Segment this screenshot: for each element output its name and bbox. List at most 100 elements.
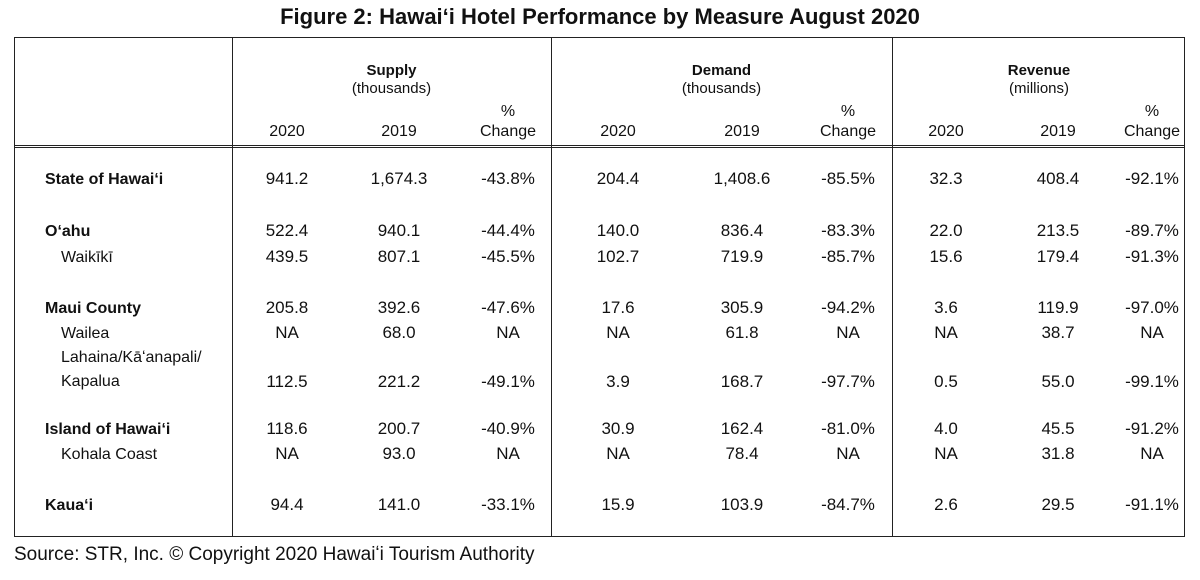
table-cell: 17.6 bbox=[601, 298, 635, 317]
group-unit: (thousands) bbox=[351, 80, 432, 97]
table-cell: 408.4 bbox=[1036, 169, 1080, 188]
table-cell: NA bbox=[606, 444, 630, 463]
col-header-2020: 2020 bbox=[600, 123, 636, 140]
table-cell: 68.0 bbox=[382, 323, 416, 342]
table-cell: 31.8 bbox=[1041, 444, 1075, 463]
col-header-2020: 2020 bbox=[269, 123, 305, 140]
row-label: Oʻahu bbox=[45, 223, 91, 240]
table-cell: -85.5% bbox=[821, 169, 875, 188]
table-cell: 221.2 bbox=[377, 372, 421, 391]
table-cell: -47.6% bbox=[481, 298, 535, 317]
table-cell: 162.4 bbox=[720, 419, 764, 438]
table-cell: -97.0% bbox=[1125, 298, 1179, 317]
table-cell: -92.1% bbox=[1125, 169, 1179, 188]
group-header-demand: Demand (thousands) bbox=[551, 62, 892, 98]
table-cell: 0.5 bbox=[934, 372, 958, 391]
table-cell: -44.4% bbox=[481, 221, 535, 240]
col-header-2019: 2019 bbox=[724, 123, 760, 140]
table-cell: -49.1% bbox=[481, 372, 535, 391]
col-header-pct-change: Change bbox=[479, 123, 537, 140]
divider-label-column bbox=[232, 38, 233, 536]
table-cell: 200.7 bbox=[377, 419, 421, 438]
table-cell: 29.5 bbox=[1041, 495, 1075, 514]
row-label-continued: Kapalua bbox=[61, 373, 120, 390]
row-label: Lahaina/Kāʻanapali/ bbox=[61, 349, 202, 366]
table-cell: 168.7 bbox=[720, 372, 764, 391]
table-cell: 941.2 bbox=[265, 169, 309, 188]
table-cell: NA bbox=[606, 323, 630, 342]
group-header-revenue: Revenue (millions) bbox=[892, 62, 1186, 98]
table-cell: 719.9 bbox=[720, 247, 764, 266]
table-cell: 103.9 bbox=[720, 495, 764, 514]
table-cell: -91.1% bbox=[1125, 495, 1179, 514]
row-label: Kauaʻi bbox=[45, 497, 94, 514]
table-cell: -99.1% bbox=[1125, 372, 1179, 391]
table-cell: 141.0 bbox=[377, 495, 421, 514]
table-cell: 439.5 bbox=[265, 247, 309, 266]
table-cell: 807.1 bbox=[377, 247, 421, 266]
table-cell: 102.7 bbox=[596, 247, 640, 266]
table-cell: -81.0% bbox=[821, 419, 875, 438]
group-unit: (millions) bbox=[1009, 80, 1069, 97]
row-label: Maui County bbox=[45, 300, 141, 317]
table-cell: NA bbox=[496, 444, 520, 463]
table-cell: 94.4 bbox=[270, 495, 304, 514]
group-name: Revenue bbox=[1007, 62, 1071, 79]
table-cell: 15.6 bbox=[929, 247, 963, 266]
table-cell: 522.4 bbox=[265, 221, 309, 240]
table-cell: NA bbox=[934, 323, 958, 342]
table-cell: -89.7% bbox=[1125, 221, 1179, 240]
table-cell: 3.6 bbox=[934, 298, 958, 317]
row-label: Island of Hawaiʻi bbox=[45, 421, 171, 438]
table-cell: 940.1 bbox=[377, 221, 421, 240]
table-cell: 3.9 bbox=[606, 372, 630, 391]
table-cell: NA bbox=[934, 444, 958, 463]
table-cell: 205.8 bbox=[265, 298, 309, 317]
table-cell: 61.8 bbox=[725, 323, 759, 342]
table-cell: 112.5 bbox=[266, 372, 308, 391]
table-cell: -97.7% bbox=[821, 372, 875, 391]
row-label: Waikīkī bbox=[61, 249, 113, 266]
table-cell: 30.9 bbox=[601, 419, 635, 438]
table-cell: -91.3% bbox=[1125, 247, 1179, 266]
table-cell: -40.9% bbox=[481, 419, 535, 438]
table-cell: -83.3% bbox=[821, 221, 875, 240]
table-cell: 15.9 bbox=[601, 495, 635, 514]
table-cell: 1,408.6 bbox=[713, 169, 771, 188]
table-cell: -33.1% bbox=[481, 495, 535, 514]
col-header-2020: 2020 bbox=[928, 123, 964, 140]
table-cell: 2.6 bbox=[934, 495, 958, 514]
divider-demand-revenue bbox=[892, 38, 893, 536]
table-cell: 392.6 bbox=[377, 298, 421, 317]
group-unit: (thousands) bbox=[681, 80, 762, 97]
table-cell: 32.3 bbox=[929, 169, 963, 188]
source-note: Source: STR, Inc. © Copyright 2020 Hawai… bbox=[14, 544, 535, 565]
table-cell: 93.0 bbox=[382, 444, 416, 463]
table-cell: NA bbox=[275, 444, 299, 463]
table-cell: 179.4 bbox=[1036, 247, 1080, 266]
divider-supply-demand bbox=[551, 38, 552, 536]
table-cell: -91.2% bbox=[1125, 419, 1179, 438]
table-cell: -94.2% bbox=[821, 298, 875, 317]
table-cell: 4.0 bbox=[934, 419, 958, 438]
col-header-pct-change: Change bbox=[1123, 123, 1181, 140]
table-cell: NA bbox=[1140, 444, 1164, 463]
table-cell: -43.8% bbox=[481, 169, 535, 188]
header-divider bbox=[15, 145, 1184, 148]
col-header-pct-symbol: % bbox=[500, 103, 516, 120]
table-cell: 78.4 bbox=[725, 444, 759, 463]
table-cell: 38.7 bbox=[1041, 323, 1075, 342]
group-name: Supply bbox=[366, 62, 417, 79]
table-cell: 140.0 bbox=[596, 221, 640, 240]
table-cell: 118.6 bbox=[266, 419, 308, 438]
table-cell: 204.4 bbox=[596, 169, 640, 188]
table-cell: NA bbox=[496, 323, 520, 342]
table-cell: 213.5 bbox=[1036, 221, 1080, 240]
table-cell: 305.9 bbox=[720, 298, 764, 317]
group-header-supply: Supply (thousands) bbox=[232, 62, 551, 98]
col-header-pct-symbol: % bbox=[1144, 103, 1160, 120]
table-cell: NA bbox=[836, 323, 860, 342]
table-cell: -84.7% bbox=[821, 495, 875, 514]
table-cell: -85.7% bbox=[821, 247, 875, 266]
table-cell: -45.5% bbox=[481, 247, 535, 266]
